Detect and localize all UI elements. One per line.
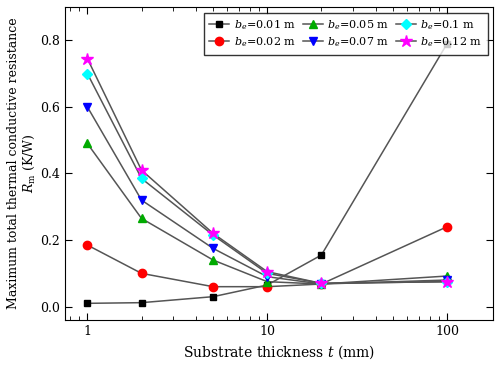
X-axis label: Substrate thickness $t$ (mm): Substrate thickness $t$ (mm) xyxy=(183,343,375,361)
Y-axis label: Maximum total thermal conductive resistance
$R_{\mathrm{m}}$ (K/W): Maximum total thermal conductive resista… xyxy=(7,18,38,309)
Legend: $b_e$=0.01 m, $b_e$=0.02 m, $b_e$=0.05 m, $b_e$=0.07 m, $b_e$=0.1 m, $b_e$=0.12 : $b_e$=0.01 m, $b_e$=0.02 m, $b_e$=0.05 m… xyxy=(204,13,488,54)
